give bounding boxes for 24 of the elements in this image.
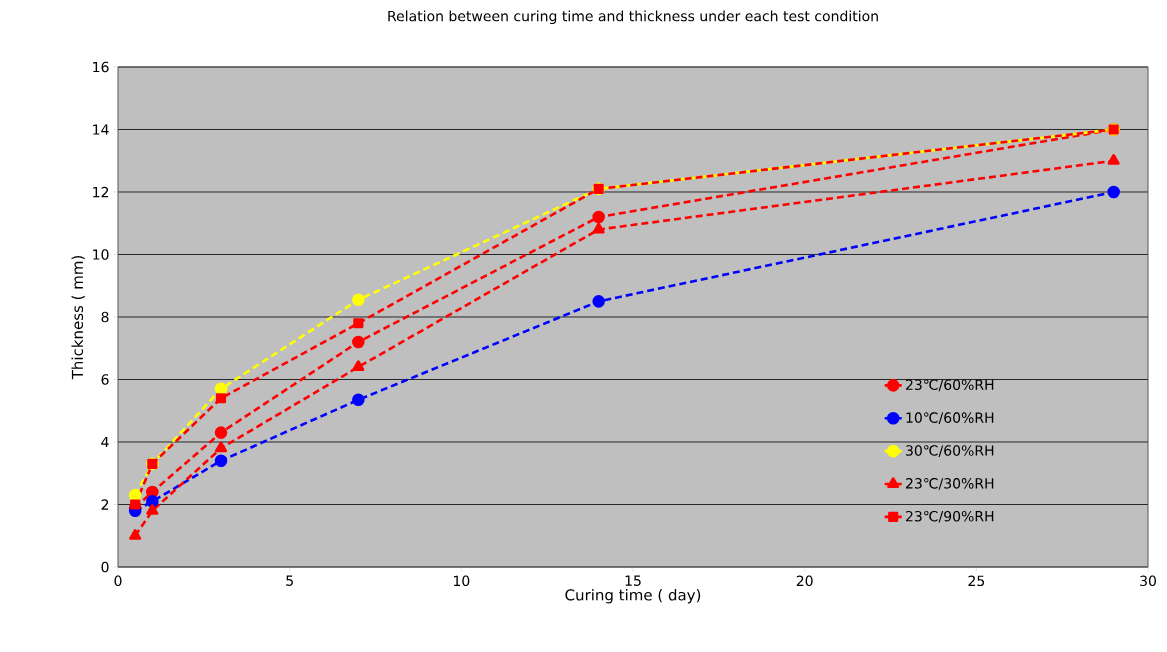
y-tick-label: 10 — [93, 249, 109, 260]
x-axis-title: Curing time ( day) — [565, 588, 701, 604]
y-tick-label: 4 — [101, 436, 109, 448]
y-tick-label: 16 — [93, 61, 109, 73]
x-tick-label: 15 — [625, 575, 641, 586]
y-tick-label: 8 — [101, 311, 109, 323]
x-tick-label: 5 — [286, 575, 293, 586]
legend-label: 23℃/30%RH — [906, 478, 994, 490]
y-tick-label: 14 — [93, 124, 109, 135]
legend-label: 23℃/90%RH — [906, 510, 994, 523]
x-tick-label: 25 — [968, 575, 985, 587]
x-tick-label: 20 — [796, 575, 813, 587]
y-axis-title: Thickness ( mm) — [71, 255, 85, 380]
chart-title: Relation between curing time and thickness under each test condition — [388, 10, 878, 25]
y-tick-label: 2 — [101, 499, 109, 510]
x-tick-label: 30 — [1140, 575, 1156, 587]
y-tick-label: 6 — [101, 374, 109, 385]
x-tick-label: 0 — [114, 575, 122, 587]
legend-label: 30℃/60%RH — [906, 445, 994, 457]
x-tick-label: 10 — [453, 575, 470, 587]
y-tick-label: 12 — [93, 186, 109, 198]
y-tick-label: 0 — [101, 561, 109, 573]
legend-label: 23℃/60%RH — [906, 379, 994, 392]
legend-label: 10℃/60%RH — [906, 412, 994, 425]
